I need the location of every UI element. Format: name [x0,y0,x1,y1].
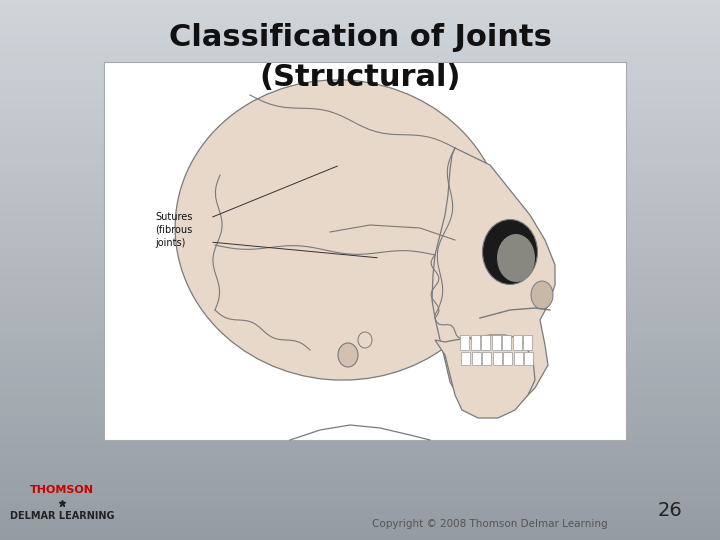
Ellipse shape [338,343,358,367]
Text: DELMAR LEARNING: DELMAR LEARNING [10,511,114,521]
Text: 26: 26 [657,501,683,519]
Ellipse shape [531,281,553,309]
Polygon shape [435,335,535,418]
Bar [470,335,480,350]
Text: (Structural): (Structural) [259,64,461,92]
Bar [104,62,626,440]
Bar [502,335,511,350]
Bar [492,352,502,365]
Bar [461,352,470,365]
Text: Classification of Joints: Classification of Joints [168,24,552,52]
Bar [472,352,480,365]
Bar [513,352,523,365]
Bar [523,335,532,350]
Bar [492,335,500,350]
Text: Copyright © 2008 Thomson Delmar Learning: Copyright © 2008 Thomson Delmar Learning [372,519,608,529]
Ellipse shape [497,234,535,282]
Ellipse shape [175,80,505,380]
Bar [481,335,490,350]
Bar [503,352,512,365]
Bar [513,335,521,350]
Text: Sutures
(fibrous
joints): Sutures (fibrous joints) [155,212,192,248]
Bar [460,335,469,350]
Bar [482,352,491,365]
Polygon shape [432,148,555,415]
Ellipse shape [482,219,538,285]
Bar [524,352,533,365]
Text: THOMSON: THOMSON [30,485,94,495]
Ellipse shape [358,332,372,348]
